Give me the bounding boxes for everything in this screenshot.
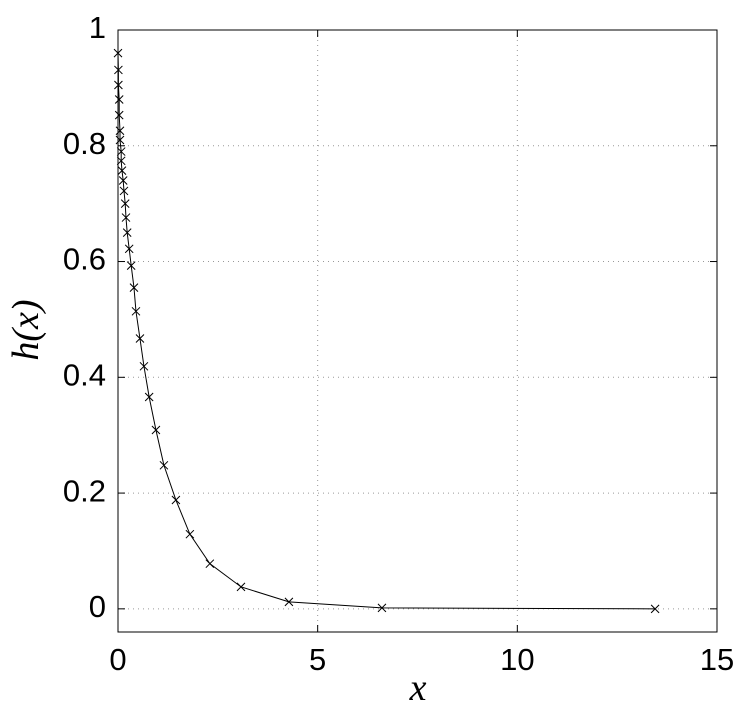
marker <box>116 156 126 166</box>
marker <box>151 425 161 435</box>
marker <box>118 176 128 185</box>
marker <box>284 597 294 607</box>
marker <box>236 582 246 592</box>
marker <box>116 147 126 156</box>
x-tick-label: 15 <box>700 642 734 677</box>
marker <box>377 603 387 613</box>
marker <box>135 334 145 343</box>
marker <box>115 135 125 145</box>
marker <box>120 199 130 209</box>
marker <box>131 306 141 316</box>
marker <box>113 48 123 58</box>
marker <box>114 80 123 90</box>
marker <box>124 244 134 254</box>
marker <box>171 495 181 505</box>
marker <box>114 65 123 75</box>
x-axis-label: x <box>409 667 427 705</box>
marker <box>205 559 215 569</box>
marker <box>115 126 125 136</box>
marker <box>126 261 136 270</box>
marker <box>185 529 195 539</box>
marker <box>129 283 139 292</box>
x-tick-label: 0 <box>109 642 126 677</box>
y-tick-label: 0.4 <box>63 357 106 392</box>
x-tick-label: 5 <box>309 642 326 677</box>
data-line <box>117 53 656 610</box>
x-tick-label: 10 <box>500 642 534 677</box>
marker <box>114 110 124 120</box>
marker <box>159 460 169 470</box>
y-axis-label: h(x) <box>5 299 47 360</box>
y-tick-label: 0.6 <box>63 242 106 277</box>
marker <box>144 392 154 402</box>
y-tick-label: 0.8 <box>63 126 106 161</box>
plot-frame <box>117 29 718 633</box>
marker <box>122 228 132 237</box>
marker <box>114 95 124 104</box>
y-tick-label: 0 <box>89 589 106 624</box>
marker <box>650 604 660 614</box>
marker <box>121 213 131 222</box>
y-tick-label: 1 <box>89 10 106 45</box>
marker <box>139 361 149 371</box>
y-tick-label: 0.2 <box>63 473 106 508</box>
marker <box>119 186 129 196</box>
marker <box>117 166 127 176</box>
